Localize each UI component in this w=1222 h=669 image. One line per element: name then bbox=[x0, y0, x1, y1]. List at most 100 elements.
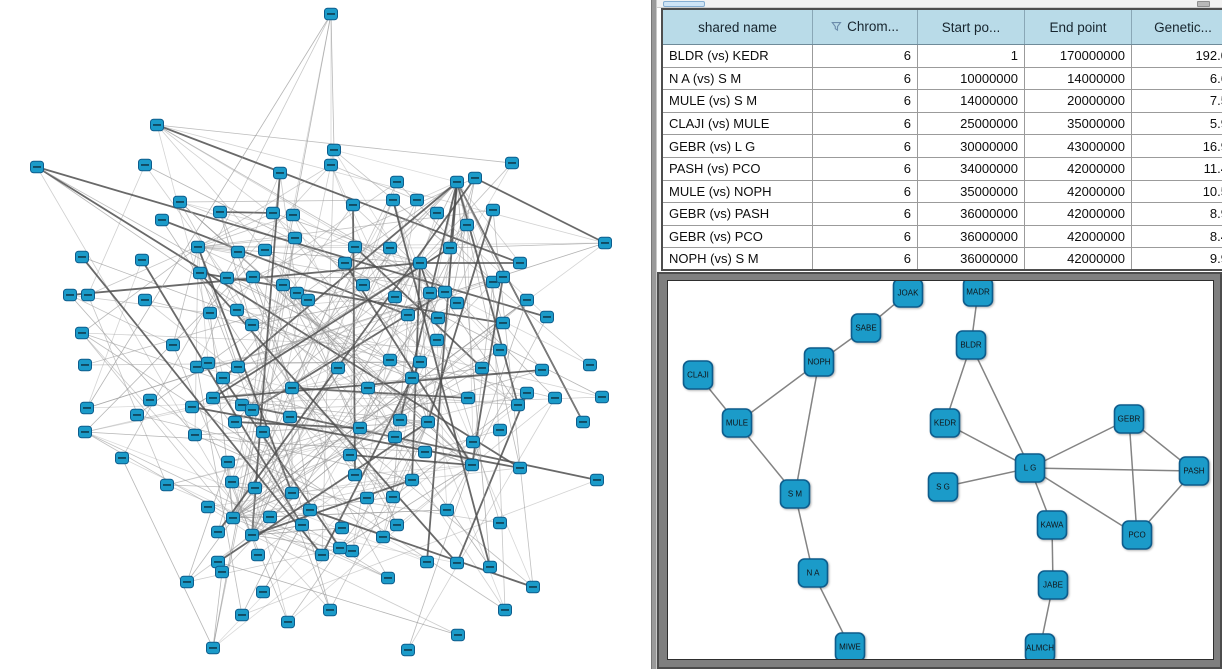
network-node[interactable] bbox=[386, 193, 400, 207]
cell-shared-name[interactable]: N A (vs) S M bbox=[662, 66, 813, 90]
network-edge[interactable] bbox=[197, 164, 332, 248]
cell-value[interactable]: 16.9 bbox=[1131, 134, 1222, 158]
network-node[interactable] bbox=[526, 580, 540, 594]
column-header-genetic[interactable]: Genetic... bbox=[1131, 9, 1222, 45]
network-node[interactable] bbox=[283, 410, 297, 424]
network-edge[interactable] bbox=[199, 272, 331, 611]
network-node[interactable] bbox=[327, 143, 341, 157]
network-node[interactable] bbox=[80, 401, 94, 415]
network-node[interactable] bbox=[496, 316, 510, 330]
network-node[interactable] bbox=[303, 503, 317, 517]
network-node[interactable] bbox=[496, 270, 510, 284]
network-node[interactable] bbox=[220, 271, 234, 285]
network-node[interactable] bbox=[248, 481, 262, 495]
scrollbar-corner-button[interactable] bbox=[1197, 1, 1210, 7]
cell-value[interactable]: 42000000 bbox=[1024, 202, 1132, 226]
network-edge[interactable] bbox=[291, 361, 421, 389]
network-edge[interactable] bbox=[456, 181, 491, 568]
network-edge[interactable] bbox=[172, 246, 199, 346]
network-node[interactable] bbox=[388, 290, 402, 304]
network-node[interactable] bbox=[450, 175, 464, 189]
network-edge[interactable] bbox=[86, 259, 143, 409]
cell-value[interactable]: 170000000 bbox=[1024, 44, 1132, 68]
network-node[interactable] bbox=[188, 428, 202, 442]
network-node[interactable] bbox=[235, 608, 249, 622]
network-node[interactable] bbox=[30, 160, 44, 174]
network-node[interactable] bbox=[256, 425, 270, 439]
network-node[interactable] bbox=[483, 560, 497, 574]
network-edge[interactable] bbox=[389, 247, 534, 588]
network-node-almch[interactable]: ALMCH bbox=[1024, 633, 1056, 659]
cell-value[interactable]: 34000000 bbox=[917, 156, 1025, 181]
network-edge[interactable] bbox=[234, 292, 431, 423]
cell-shared-name[interactable]: MULE (vs) NOPH bbox=[662, 179, 813, 203]
network-node[interactable] bbox=[245, 318, 259, 332]
cell-value[interactable]: 8.4 bbox=[1131, 224, 1222, 248]
cell-value[interactable]: 8.9 bbox=[1131, 202, 1222, 226]
network-node[interactable] bbox=[285, 486, 299, 500]
network-edge[interactable] bbox=[344, 262, 473, 466]
network-edge[interactable] bbox=[392, 199, 491, 568]
network-edge[interactable] bbox=[217, 561, 459, 636]
network-node[interactable] bbox=[430, 206, 444, 220]
network-node[interactable] bbox=[513, 461, 527, 475]
cell-value[interactable]: 42000000 bbox=[1024, 156, 1132, 181]
cell-shared-name[interactable]: CLAJI (vs) MULE bbox=[662, 111, 813, 135]
cell-value[interactable]: 5.9 bbox=[1131, 111, 1222, 135]
network-node[interactable] bbox=[226, 511, 240, 525]
cell-value[interactable]: 6 bbox=[812, 134, 918, 158]
network-edge[interactable] bbox=[87, 294, 168, 486]
network-node[interactable] bbox=[191, 240, 205, 254]
cell-value[interactable]: 9.9 bbox=[1131, 247, 1222, 271]
network-edge[interactable] bbox=[166, 421, 429, 486]
network-edge[interactable] bbox=[424, 429, 501, 453]
cell-value[interactable]: 6 bbox=[812, 202, 918, 226]
network-edge[interactable] bbox=[333, 149, 458, 183]
network-edge[interactable] bbox=[502, 322, 543, 371]
cell-value[interactable]: 36000000 bbox=[917, 247, 1025, 271]
network-node[interactable] bbox=[231, 360, 245, 374]
cell-value[interactable]: 35000000 bbox=[917, 179, 1025, 203]
cell-value[interactable]: 1 bbox=[917, 44, 1025, 68]
cell-value[interactable]: 42000000 bbox=[1024, 247, 1132, 271]
network-node[interactable] bbox=[228, 415, 242, 429]
network-node-kawa[interactable]: KAWA bbox=[1036, 510, 1068, 540]
network-node[interactable] bbox=[390, 175, 404, 189]
network-edge[interactable] bbox=[1029, 467, 1195, 472]
network-node-pash[interactable]: PASH bbox=[1178, 456, 1210, 486]
network-node-mule[interactable]: MULE bbox=[721, 408, 753, 438]
network-edge[interactable] bbox=[329, 421, 429, 611]
network-node[interactable] bbox=[348, 240, 362, 254]
network-edge[interactable] bbox=[81, 246, 199, 334]
network-edge[interactable] bbox=[232, 181, 398, 519]
network-edge[interactable] bbox=[970, 344, 1031, 469]
network-node[interactable] bbox=[290, 286, 304, 300]
cell-value[interactable]: 6 bbox=[812, 111, 918, 135]
network-node[interactable] bbox=[185, 400, 199, 414]
network-node[interactable] bbox=[138, 158, 152, 172]
network-edge[interactable] bbox=[69, 262, 421, 296]
network-node[interactable] bbox=[583, 358, 597, 372]
network-node[interactable] bbox=[201, 500, 215, 514]
network-edge[interactable] bbox=[166, 392, 528, 486]
network-node[interactable] bbox=[393, 413, 407, 427]
network-node-lg[interactable]: L G bbox=[1014, 453, 1046, 483]
network-node[interactable] bbox=[376, 530, 390, 544]
network-node-madr[interactable]: MADR bbox=[962, 281, 994, 307]
network-edge[interactable] bbox=[227, 421, 429, 463]
network-edge[interactable] bbox=[251, 527, 343, 536]
network-edge[interactable] bbox=[407, 299, 528, 651]
network-edge[interactable] bbox=[81, 332, 501, 351]
network-node[interactable] bbox=[438, 285, 452, 299]
network-edge[interactable] bbox=[186, 547, 341, 583]
network-node[interactable] bbox=[413, 256, 427, 270]
network-node[interactable] bbox=[256, 585, 270, 599]
network-node[interactable] bbox=[345, 544, 359, 558]
network-node[interactable] bbox=[160, 478, 174, 492]
network-edge[interactable] bbox=[86, 13, 332, 409]
